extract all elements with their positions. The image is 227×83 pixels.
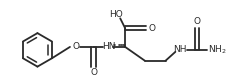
Text: NH$_2$: NH$_2$ [207, 44, 226, 56]
Text: O: O [148, 24, 155, 33]
Text: HN: HN [101, 42, 115, 51]
Text: O: O [90, 68, 97, 77]
Text: O: O [193, 17, 200, 26]
Text: O: O [72, 42, 79, 51]
Text: NH: NH [173, 45, 186, 54]
Text: HO: HO [109, 10, 123, 19]
